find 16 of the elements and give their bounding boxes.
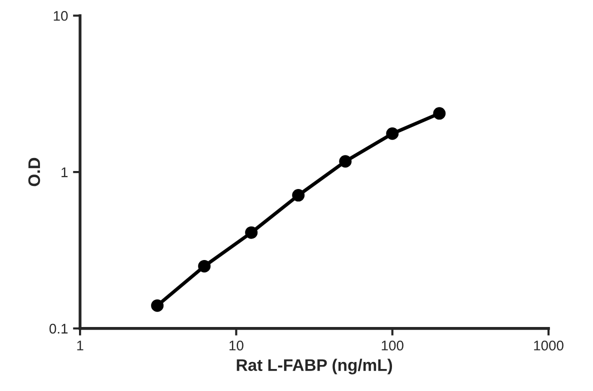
x-axis-title: Rat L-FABP (ng/mL): [236, 358, 392, 374]
point: [339, 155, 352, 168]
y-tick-label: 0.1: [49, 324, 68, 334]
y-axis-title: O.D: [28, 158, 40, 186]
x-tick-label: 1000: [534, 340, 564, 350]
point: [433, 107, 446, 120]
point: [151, 299, 164, 312]
y-tick-label: 10: [54, 10, 68, 21]
point: [292, 189, 305, 202]
point: [198, 260, 211, 272]
x-tick-label: 100: [382, 340, 404, 350]
point: [386, 127, 399, 140]
x-tick-label: 10: [230, 340, 244, 350]
x-tick-label: 1: [77, 340, 84, 350]
y-tick-label: 1: [62, 168, 68, 178]
point: [245, 226, 258, 239]
